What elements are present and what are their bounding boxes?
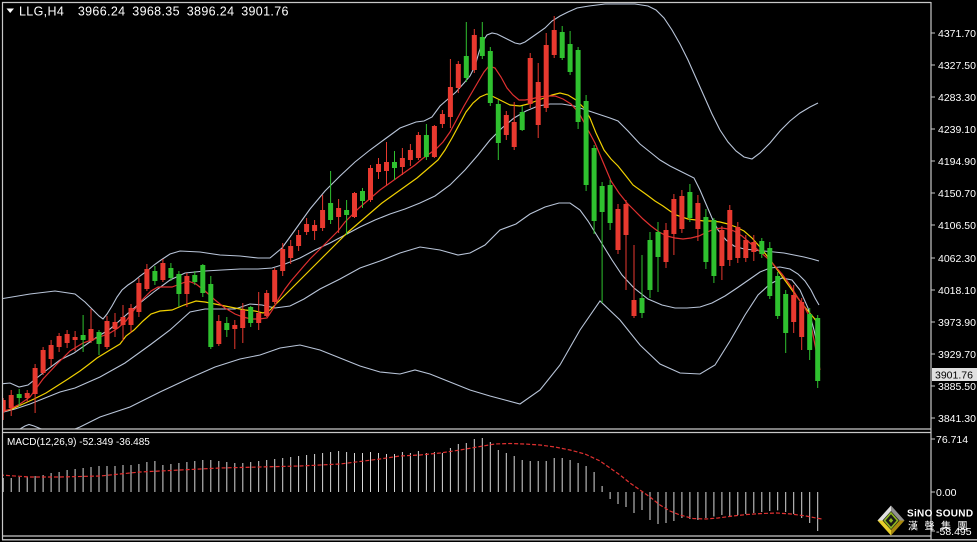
svg-text:3841.30: 3841.30 — [938, 413, 976, 425]
svg-text:4062.30: 4062.30 — [938, 253, 976, 265]
svg-text:4150.70: 4150.70 — [938, 188, 976, 200]
svg-text:0.00: 0.00 — [936, 487, 957, 499]
svg-text:4327.50: 4327.50 — [938, 60, 976, 72]
svg-text:4018.10: 4018.10 — [938, 285, 976, 297]
svg-text:-58.495: -58.495 — [936, 526, 972, 538]
svg-text:LLG,H4 3966.24 3968.35 3896.2: LLG,H4 3966.24 3968.35 3896.24 3901.76 — [19, 5, 289, 19]
svg-text:SiNO SOUND: SiNO SOUND — [907, 509, 973, 520]
svg-text:MACD(12,26,9) -52.349 -36.485: MACD(12,26,9) -52.349 -36.485 — [7, 437, 150, 448]
svg-text:4239.10: 4239.10 — [938, 124, 976, 136]
svg-text:3885.50: 3885.50 — [938, 381, 976, 393]
svg-text:76.714: 76.714 — [936, 434, 968, 446]
svg-text:3973.90: 3973.90 — [938, 317, 976, 329]
svg-text:4194.90: 4194.90 — [938, 156, 976, 168]
svg-text:4106.50: 4106.50 — [938, 220, 976, 232]
svg-text:3929.70: 3929.70 — [938, 349, 976, 361]
svg-text:3901.76: 3901.76 — [935, 370, 973, 382]
svg-text:漢聲集團: 漢聲集團 — [908, 520, 974, 533]
svg-text:4283.30: 4283.30 — [938, 92, 976, 104]
svg-text:4371.70: 4371.70 — [938, 28, 976, 40]
